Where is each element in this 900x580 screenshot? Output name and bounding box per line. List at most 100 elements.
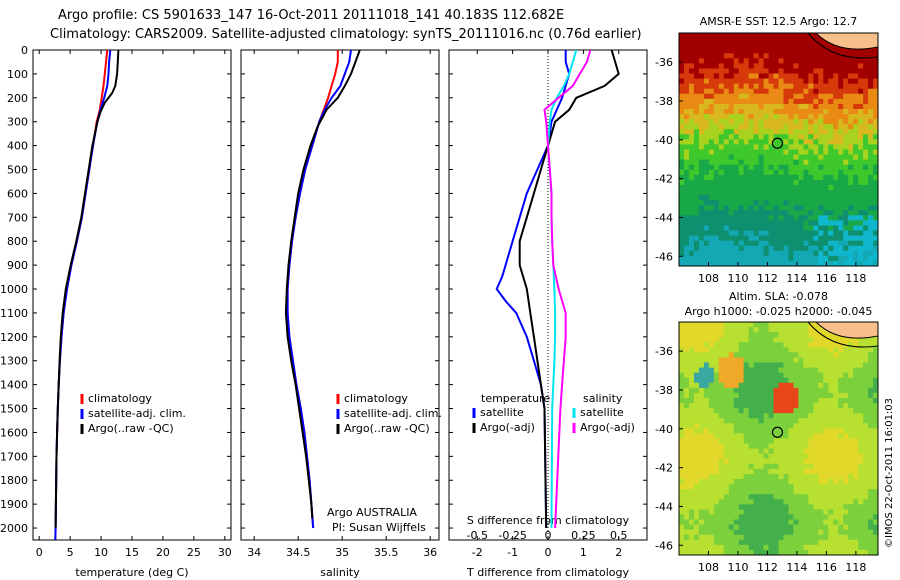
- map-cell: [728, 514, 735, 521]
- map-cell: [853, 98, 859, 105]
- map-cell: [773, 529, 780, 536]
- map-cell: [793, 174, 799, 181]
- map-cell: [778, 48, 785, 54]
- map-cell: [698, 240, 705, 247]
- map-cell: [823, 529, 829, 536]
- map-cell: [748, 250, 755, 257]
- map-cell: [728, 397, 735, 404]
- map-cell: [723, 78, 730, 85]
- map-cell: [748, 245, 755, 252]
- map-cell: [808, 342, 814, 348]
- map-cell: [708, 215, 715, 222]
- map-cell: [873, 382, 878, 389]
- map-cell: [783, 174, 790, 181]
- map-cell: [873, 63, 878, 70]
- map-cell: [708, 205, 715, 211]
- map-cell: [738, 499, 745, 505]
- map-cell: [798, 83, 804, 90]
- map-cell: [748, 347, 755, 353]
- map-cell: [723, 179, 730, 186]
- map-cell: [803, 347, 809, 353]
- map-cell: [753, 58, 760, 64]
- map-cell: [713, 494, 720, 500]
- map-cell: [813, 190, 819, 196]
- map-cell: [853, 463, 859, 470]
- map-cell: [858, 362, 864, 369]
- map-cell: [718, 73, 725, 80]
- map-cell: [863, 114, 869, 120]
- map-cell: [783, 58, 790, 64]
- map-cell: [838, 473, 844, 480]
- map-cell: [708, 195, 715, 201]
- map-cell: [818, 433, 824, 440]
- map-cell: [688, 200, 695, 206]
- map-cell: [718, 332, 725, 338]
- map-cell: [783, 190, 790, 196]
- map-cell: [728, 504, 735, 511]
- map-cell: [848, 479, 854, 485]
- map-cell: [823, 382, 829, 389]
- map-cell: [828, 332, 834, 338]
- map-cell: [788, 73, 795, 80]
- map-cell: [838, 225, 844, 232]
- map-cell: [768, 103, 775, 110]
- map-cell: [768, 134, 775, 140]
- map-cell: [768, 98, 775, 105]
- map-cell: [823, 88, 829, 95]
- map-cell: [768, 124, 775, 130]
- map-cell: [773, 240, 780, 247]
- map-cell: [708, 129, 715, 135]
- map-cell: [703, 174, 710, 181]
- map-cell: [753, 184, 760, 191]
- map-cell: [773, 322, 780, 328]
- map-cell: [803, 184, 809, 191]
- map-cell: [813, 347, 819, 353]
- map-cell: [848, 494, 854, 500]
- map-cell: [833, 144, 839, 151]
- map-cell: [868, 382, 874, 389]
- map-cell: [723, 372, 730, 379]
- map-cell: [858, 255, 864, 262]
- map-cell: [723, 68, 730, 75]
- map-cell: [679, 139, 685, 146]
- map-cell: [803, 250, 809, 257]
- map-cell: [798, 230, 804, 237]
- map-cell: [823, 245, 829, 252]
- map-cell: [713, 539, 720, 546]
- map-cell: [698, 205, 705, 211]
- map-cell: [743, 73, 750, 80]
- map-cell: [688, 347, 695, 353]
- y-tick-label: 1400: [0, 379, 28, 392]
- map-cell: [873, 499, 878, 505]
- map-cell: [863, 139, 869, 146]
- map-cell: [763, 114, 770, 120]
- map-cell: [733, 519, 740, 526]
- map-cell: [688, 408, 695, 414]
- map-cell: [778, 164, 785, 171]
- map-cell: [803, 494, 809, 500]
- map-cell: [703, 322, 710, 328]
- map-cell: [793, 423, 799, 429]
- map-cell: [773, 230, 780, 237]
- map-cell: [753, 534, 760, 541]
- map-cell: [693, 114, 700, 120]
- map-cell: [698, 539, 705, 546]
- map-cell: [703, 195, 710, 201]
- x-tick-label: 114: [786, 561, 807, 574]
- map-cell: [743, 534, 750, 541]
- panel-sst_map: 108 110 112 114 116 118-36-38-40-42-44-46AMSR…: [655, 15, 879, 285]
- map-cell: [679, 367, 685, 374]
- y-tick-label: 1200: [0, 331, 28, 344]
- map-cell: [748, 362, 755, 369]
- map-cell: [843, 479, 849, 485]
- map-cell: [679, 448, 685, 455]
- map-cell: [763, 322, 770, 328]
- map-cell: [838, 352, 844, 359]
- map-cell: [783, 48, 790, 54]
- map-cell: [798, 332, 804, 338]
- map-cell: [773, 98, 780, 105]
- map-cell: [813, 519, 819, 526]
- map-cell: [833, 403, 839, 409]
- map-cell: [788, 260, 795, 266]
- map-cell: [783, 124, 790, 130]
